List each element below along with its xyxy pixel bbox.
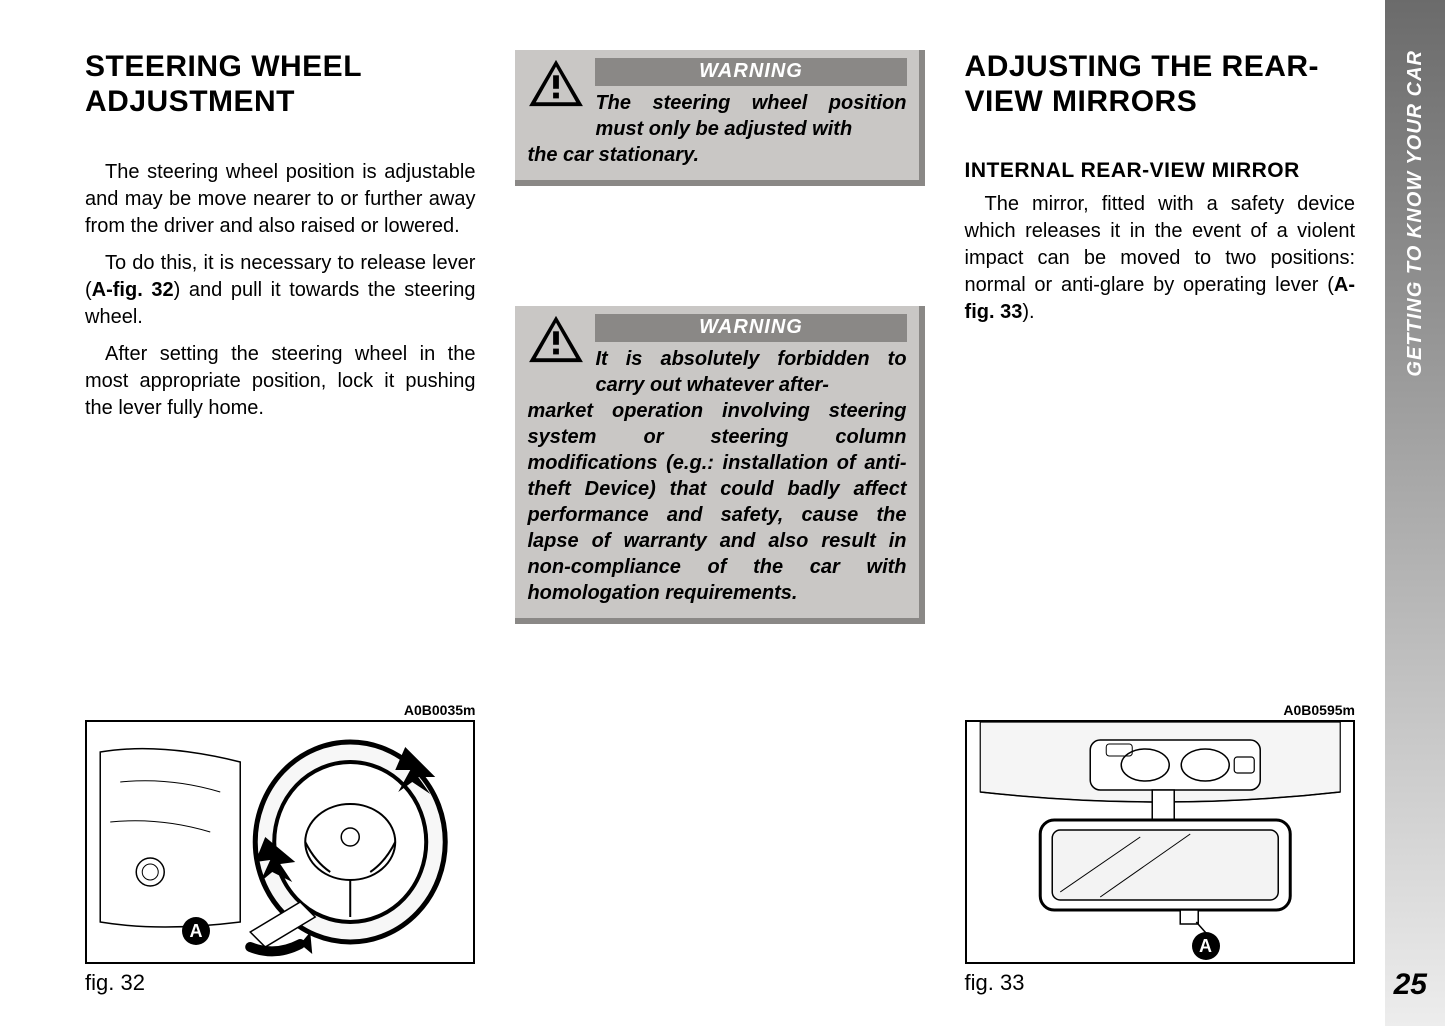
warning-text: The steering wheel position must only be… <box>595 90 906 142</box>
subheading-internal-mirror: INTERNAL REAR-VIEW MIRROR <box>965 159 1355 183</box>
warning-box-1: WARNING The steering wheel position must… <box>515 50 924 186</box>
steering-wheel-illustration <box>87 722 473 962</box>
callout-label-a: A <box>182 917 210 945</box>
para-steering-1: The steering wheel position is adjustabl… <box>85 159 475 240</box>
warning-text-cont: the car stationary. <box>527 142 906 168</box>
para-steering-2: To do this, it is necessary to release l… <box>85 250 475 331</box>
figure-32-block: A0B0035m <box>85 702 475 996</box>
section-tab: GETTING TO KNOW YOUR CAR <box>1385 0 1445 1026</box>
figure-code: A0B0035m <box>85 702 475 718</box>
figure-33-block: A0B0595m <box>965 702 1355 996</box>
warning-box-2: WARNING It is absolutely forbidden to ca… <box>515 306 924 624</box>
warning-text: It is absolutely forbidden to carry out … <box>595 346 906 398</box>
para-mirror-1: The mirror, fitted with a safety device … <box>965 191 1355 326</box>
callout-label-a: A <box>1192 932 1220 960</box>
figure-32: A <box>85 720 475 964</box>
figure-code: A0B0595m <box>965 702 1355 718</box>
section-tab-label: GETTING TO KNOW YOUR CAR <box>1404 50 1427 377</box>
figure-33: A <box>965 720 1355 964</box>
text: The mirror, fitted with a safety device … <box>965 193 1355 296</box>
heading-steering: STEERING WHEEL ADJUSTMENT <box>85 50 475 119</box>
text: ). <box>1022 301 1034 323</box>
warning-title: WARNING <box>595 314 906 342</box>
page-number: 25 <box>1394 968 1427 1002</box>
warning-text-cont: market operation involving steering syst… <box>527 398 906 606</box>
para-steering-3: After setting the steering wheel in the … <box>85 341 475 422</box>
warning-title: WARNING <box>595 58 906 86</box>
heading-mirrors: ADJUSTING THE REAR-VIEW MIRRORS <box>965 50 1355 119</box>
warning-icon <box>527 58 585 108</box>
warning-icon <box>527 314 585 364</box>
figure-caption: fig. 32 <box>85 970 475 996</box>
figure-caption: fig. 33 <box>965 970 1355 996</box>
ref-fig32: A-fig. 32 <box>92 279 174 301</box>
mirror-illustration <box>967 722 1353 962</box>
